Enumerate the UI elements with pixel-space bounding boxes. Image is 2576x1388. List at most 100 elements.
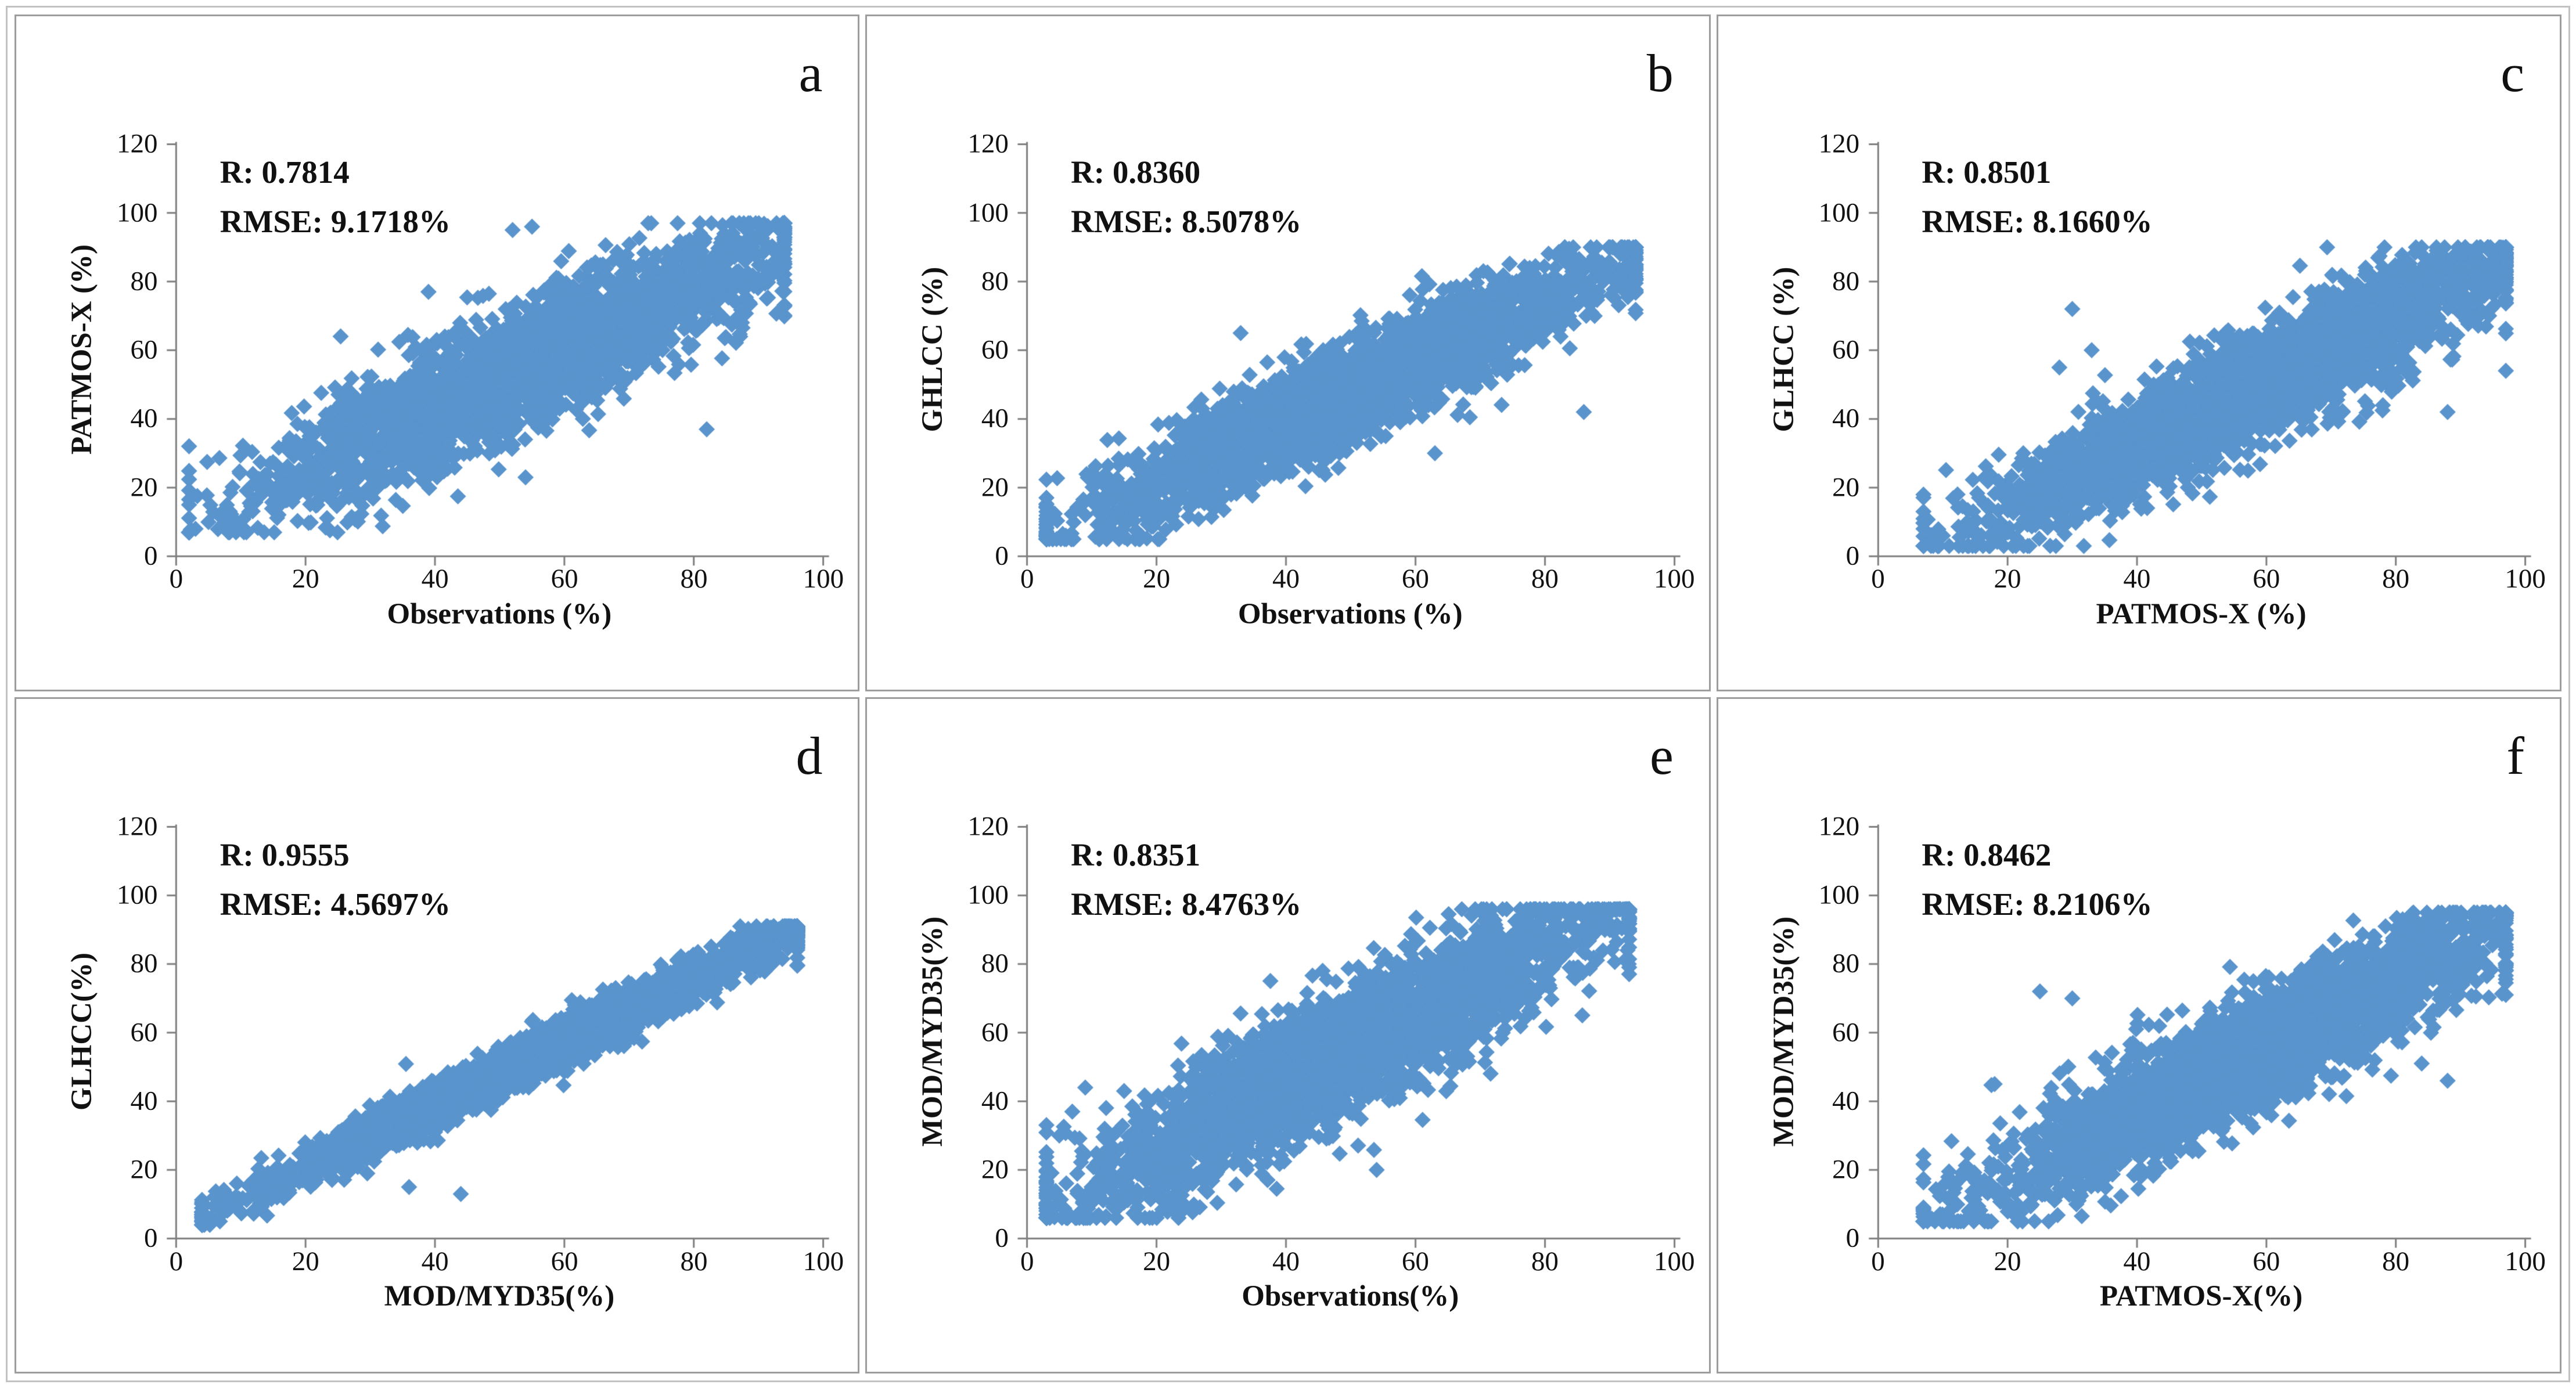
stats-annotation: R: 0.8360 RMSE: 8.5078% [1071,147,1301,247]
y-tick-label: 40 [1832,1086,1860,1116]
r-value: R: 0.9555 [220,837,350,873]
x-tick-label: 100 [1653,1246,1695,1277]
x-tick-label: 40 [1272,1246,1300,1277]
y-tick-label: 80 [1832,266,1860,297]
x-tick-label: 0 [1871,1246,1885,1277]
y-tick-label: 40 [1832,403,1860,434]
y-tick-label: 100 [967,197,1009,228]
x-tick-label: 80 [1531,1246,1559,1277]
y-tick-label: 20 [1832,1154,1860,1185]
y-tick-label: 80 [981,266,1009,297]
x-tick-label: 60 [1401,564,1429,594]
y-tick-label: 60 [981,334,1009,365]
rmse-value: RMSE: 8.5078% [1071,204,1302,240]
x-axis-title: PATMOS-X (%) [2096,597,2307,630]
y-tick-label: 0 [995,1223,1009,1253]
y-tick-label: 120 [116,128,158,159]
x-tick-label: 80 [680,1246,708,1277]
scatter-plot-canvas-d [16,698,858,1372]
x-axis-title: MOD/MYD35(%) [384,1280,615,1313]
y-tick-label: 80 [130,948,158,979]
y-tick-label: 60 [981,1017,1009,1048]
y-tick-label: 0 [143,540,158,571]
y-tick-label: 80 [130,266,158,297]
y-tick-label: 0 [1845,1223,1860,1253]
scatter-plot-canvas-a [16,16,858,690]
panel-letter-b: b [1646,44,1674,103]
scatter-panel-b: b R: 0.8360 RMSE: 8.5078% GHLCC (%) Obse… [865,15,1711,691]
x-tick-label: 40 [421,564,449,594]
y-tick-label: 100 [967,879,1009,910]
x-tick-label: 40 [2123,564,2151,594]
x-tick-label: 40 [421,1246,449,1277]
x-tick-label: 80 [680,564,708,594]
y-tick-label: 0 [1845,540,1860,571]
rmse-value: RMSE: 8.2106% [1922,886,2153,922]
x-tick-label: 20 [292,1246,319,1277]
x-tick-label: 40 [1272,564,1300,594]
r-value: R: 0.8462 [1922,837,2052,873]
y-tick-label: 80 [1832,948,1860,979]
r-value: R: 0.8360 [1071,154,1201,190]
x-tick-label: 100 [2505,1246,2546,1277]
x-axis-title: Observations (%) [387,597,612,630]
x-tick-label: 0 [169,564,184,594]
r-value: R: 0.8501 [1922,154,2052,190]
y-tick-label: 100 [116,197,158,228]
r-value: R: 0.7814 [220,154,350,190]
stats-annotation: R: 0.8462 RMSE: 8.2106% [1922,830,2152,929]
y-tick-label: 20 [1832,472,1860,503]
x-tick-label: 60 [551,1246,578,1277]
y-tick-label: 20 [130,472,158,503]
panel-letter-e: e [1649,726,1674,785]
x-tick-label: 100 [803,1246,844,1277]
scatter-panel-f: f R: 0.8462 RMSE: 8.2106% MOD/MYD35(%) P… [1716,697,2561,1373]
r-value: R: 0.8351 [1071,837,1201,873]
y-tick-label: 40 [981,1086,1009,1116]
x-tick-label: 0 [1020,1246,1034,1277]
y-tick-label: 60 [1832,1017,1860,1048]
stats-annotation: R: 0.9555 RMSE: 4.5697% [220,830,451,929]
y-tick-label: 100 [1818,879,1860,910]
panel-letter-c: c [2501,44,2525,103]
x-tick-label: 100 [1653,564,1695,594]
x-tick-label: 40 [2123,1246,2151,1277]
panel-letter-a: a [798,44,823,103]
y-tick-label: 60 [130,1017,158,1048]
x-tick-label: 20 [1994,564,2021,594]
rmse-value: RMSE: 8.1660% [1922,204,2153,240]
y-tick-label: 40 [981,403,1009,434]
x-tick-label: 20 [292,564,319,594]
rmse-value: RMSE: 8.4763% [1071,886,1302,922]
x-tick-label: 60 [2253,1246,2280,1277]
y-tick-label: 20 [981,1154,1009,1185]
x-tick-label: 80 [2382,564,2410,594]
y-tick-label: 120 [967,128,1009,159]
figure-frame: a R: 0.7814 RMSE: 9.1718% PATMOS-X (%) O… [6,6,2570,1382]
stats-annotation: R: 0.7814 RMSE: 9.1718% [220,147,451,247]
x-tick-label: 100 [2505,564,2546,594]
x-tick-label: 0 [1020,564,1034,594]
x-tick-label: 80 [2382,1246,2410,1277]
scatter-panel-a: a R: 0.7814 RMSE: 9.1718% PATMOS-X (%) O… [15,15,860,691]
rmse-value: RMSE: 4.5697% [220,886,451,922]
y-tick-label: 0 [143,1223,158,1253]
scatter-plot-canvas-b [867,16,1709,690]
x-tick-label: 20 [1994,1246,2021,1277]
y-tick-label: 120 [1818,811,1860,842]
scatter-plot-canvas-e [867,698,1709,1372]
y-tick-label: 20 [981,472,1009,503]
y-tick-label: 100 [116,879,158,910]
panel-letter-d: d [796,726,823,785]
stats-annotation: R: 0.8501 RMSE: 8.1660% [1922,147,2152,247]
y-tick-label: 0 [995,540,1009,571]
x-axis-title: PATMOS-X(%) [2099,1280,2303,1313]
x-tick-label: 60 [551,564,578,594]
rmse-value: RMSE: 9.1718% [220,204,451,240]
x-tick-label: 0 [1871,564,1885,594]
x-tick-label: 20 [1143,564,1171,594]
y-tick-label: 60 [130,334,158,365]
y-tick-label: 40 [130,403,158,434]
scatter-panel-c: c R: 0.8501 RMSE: 8.1660% GLHCC (%) PATM… [1716,15,2561,691]
